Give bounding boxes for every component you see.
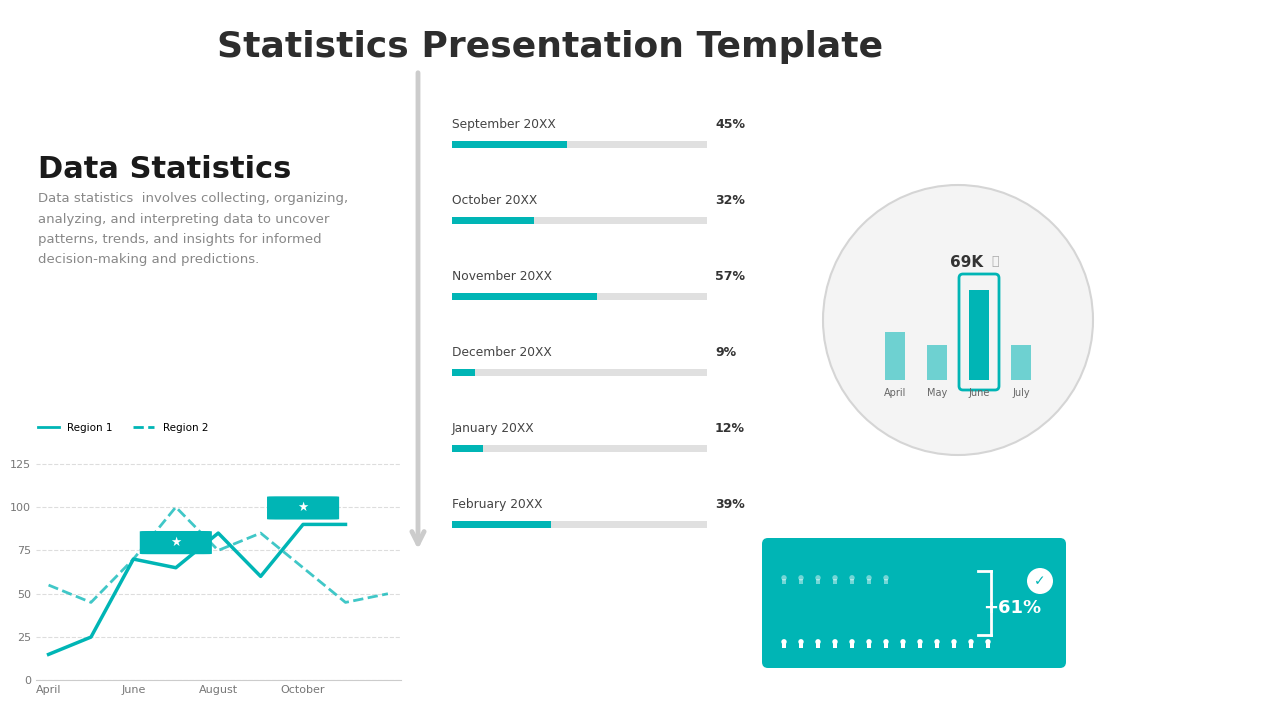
- Circle shape: [883, 575, 888, 580]
- Text: April: April: [883, 388, 906, 398]
- Circle shape: [883, 639, 888, 644]
- FancyBboxPatch shape: [762, 538, 1066, 668]
- Text: 32%: 32%: [716, 194, 745, 207]
- Circle shape: [815, 639, 820, 644]
- Bar: [884, 331, 905, 380]
- Text: ★: ★: [170, 536, 182, 549]
- Bar: [452, 293, 598, 300]
- Circle shape: [1027, 568, 1053, 594]
- Circle shape: [867, 575, 872, 580]
- Text: ⓘ: ⓘ: [991, 255, 998, 268]
- Text: November 20XX: November 20XX: [452, 270, 552, 283]
- Text: 57%: 57%: [716, 270, 745, 283]
- Bar: [867, 643, 872, 648]
- Circle shape: [799, 639, 804, 644]
- Circle shape: [918, 639, 923, 644]
- Text: ✓: ✓: [1034, 574, 1046, 588]
- Text: February 20XX: February 20XX: [452, 498, 543, 511]
- Legend: Region 1, Region 2: Region 1, Region 2: [33, 419, 212, 437]
- Circle shape: [850, 639, 855, 644]
- FancyBboxPatch shape: [140, 531, 212, 554]
- Circle shape: [900, 639, 906, 644]
- Bar: [452, 445, 483, 452]
- Bar: [850, 579, 854, 584]
- Text: 45%: 45%: [716, 118, 745, 131]
- Circle shape: [815, 575, 820, 580]
- Circle shape: [832, 575, 837, 580]
- Bar: [867, 579, 872, 584]
- Bar: [815, 579, 820, 584]
- Bar: [452, 217, 707, 224]
- Bar: [452, 141, 567, 148]
- Text: Statistics Presentation Template: Statistics Presentation Template: [216, 30, 883, 64]
- Bar: [918, 643, 922, 648]
- Bar: [883, 643, 888, 648]
- Bar: [1011, 346, 1030, 380]
- Text: September 20XX: September 20XX: [452, 118, 556, 131]
- Text: Data statistics  involves collecting, organizing,
analyzing, and interpreting da: Data statistics involves collecting, org…: [38, 192, 348, 266]
- Text: 69K: 69K: [951, 255, 983, 270]
- Circle shape: [951, 639, 956, 644]
- Text: December 20XX: December 20XX: [452, 346, 552, 359]
- Text: October 20XX: October 20XX: [452, 194, 538, 207]
- Text: May: May: [927, 388, 947, 398]
- Bar: [782, 643, 786, 648]
- Bar: [850, 643, 854, 648]
- Text: 9%: 9%: [716, 346, 736, 359]
- Bar: [452, 369, 475, 376]
- Bar: [901, 643, 905, 648]
- Bar: [452, 521, 552, 528]
- Bar: [452, 445, 707, 452]
- Circle shape: [799, 575, 804, 580]
- Bar: [452, 141, 707, 148]
- Circle shape: [986, 639, 991, 644]
- Bar: [934, 643, 940, 648]
- Bar: [969, 290, 989, 380]
- Circle shape: [968, 639, 974, 644]
- Text: Data Statistics: Data Statistics: [38, 155, 292, 184]
- Bar: [452, 521, 707, 528]
- Circle shape: [850, 575, 855, 580]
- Bar: [969, 643, 973, 648]
- Circle shape: [832, 639, 837, 644]
- Circle shape: [781, 575, 787, 580]
- Text: January 20XX: January 20XX: [452, 422, 535, 435]
- Bar: [883, 579, 888, 584]
- Circle shape: [867, 639, 872, 644]
- Text: July: July: [1012, 388, 1030, 398]
- Bar: [452, 369, 707, 376]
- Text: 12%: 12%: [716, 422, 745, 435]
- Bar: [452, 217, 534, 224]
- Bar: [952, 643, 956, 648]
- Text: ★: ★: [297, 501, 308, 514]
- Bar: [452, 293, 707, 300]
- Bar: [799, 579, 804, 584]
- Bar: [833, 643, 837, 648]
- Circle shape: [934, 639, 940, 644]
- Circle shape: [823, 185, 1093, 455]
- Bar: [833, 579, 837, 584]
- Bar: [782, 579, 786, 584]
- Text: +61%: +61%: [983, 599, 1041, 617]
- Circle shape: [781, 639, 787, 644]
- Bar: [815, 643, 820, 648]
- Bar: [986, 643, 991, 648]
- Text: 39%: 39%: [716, 498, 745, 511]
- FancyBboxPatch shape: [268, 496, 339, 520]
- Bar: [927, 346, 947, 380]
- Text: June: June: [968, 388, 989, 398]
- Bar: [799, 643, 804, 648]
